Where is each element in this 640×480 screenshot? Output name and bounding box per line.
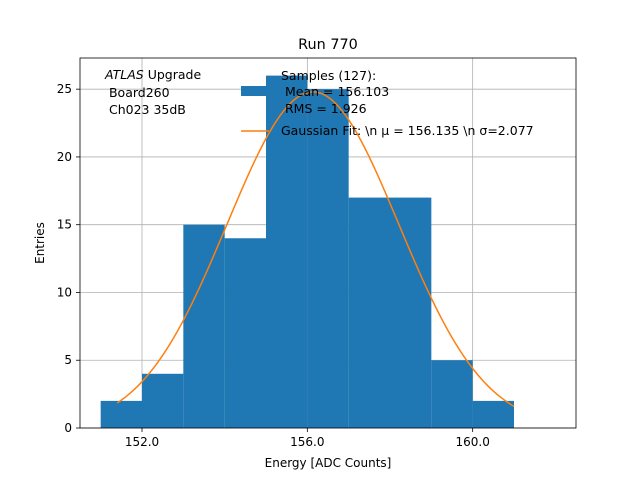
y-tick-label-0: 0 xyxy=(64,421,72,435)
histogram-bar-1 xyxy=(142,373,184,428)
channel-label: Ch023 35dB xyxy=(105,102,186,117)
x-tick-label-0: 152.0 xyxy=(125,435,159,449)
legend-fit-label: Gaussian Fit: \n μ = 156.135 \n σ=2.077 xyxy=(281,123,534,138)
upgrade-label: Upgrade xyxy=(144,67,202,82)
x-axis-label: Energy [ADC Counts] xyxy=(265,456,392,470)
histogram-bars xyxy=(100,75,514,429)
y-axis-label: Entries xyxy=(33,222,47,264)
y-tick-label-1: 5 xyxy=(64,353,72,367)
svg-text:ATLAS Upgrade: ATLAS Upgrade xyxy=(104,67,201,82)
y-tick-label-4: 20 xyxy=(57,150,72,164)
legend-samples-line-3: RMS = 1.926 xyxy=(281,101,367,116)
histogram-bar-5 xyxy=(307,89,349,429)
histogram-bar-0 xyxy=(100,400,142,428)
chart-title: Run 770 xyxy=(298,37,358,53)
histogram-bar-7 xyxy=(390,197,432,428)
gaussian-fit-curve xyxy=(116,91,515,408)
legend-samples-line-2: Mean = 156.103 xyxy=(281,84,389,99)
y-tick-label-3: 15 xyxy=(57,218,72,232)
histogram-bar-8 xyxy=(431,360,473,428)
board-label: Board260 xyxy=(105,85,170,100)
x-tick-label-2: 160.0 xyxy=(455,435,489,449)
atlas-annotation: ATLAS Upgrade Board260 Ch023 35dB xyxy=(104,67,201,117)
histogram-bar-9 xyxy=(472,400,514,428)
histogram-bar-4 xyxy=(266,75,308,428)
plot-frame xyxy=(79,57,577,429)
atlas-label: ATLAS xyxy=(104,67,144,82)
y-tick-label-5: 25 xyxy=(57,82,72,96)
histogram-bar-3 xyxy=(224,238,266,428)
legend: Samples (127): Mean = 156.103 RMS = 1.92… xyxy=(241,68,534,138)
axis-ticks: 152.0 156.0 160.0 0 5 10 15 20 25 xyxy=(57,82,490,449)
histogram-bar-2 xyxy=(183,224,225,428)
gaussian-fit xyxy=(116,91,515,408)
y-tick-label-2: 10 xyxy=(57,285,72,299)
legend-patch-samples xyxy=(241,86,269,96)
histogram-bar-6 xyxy=(348,197,390,428)
x-tick-label-1: 156.0 xyxy=(290,435,324,449)
legend-samples-line-1: Samples (127): xyxy=(281,68,376,83)
